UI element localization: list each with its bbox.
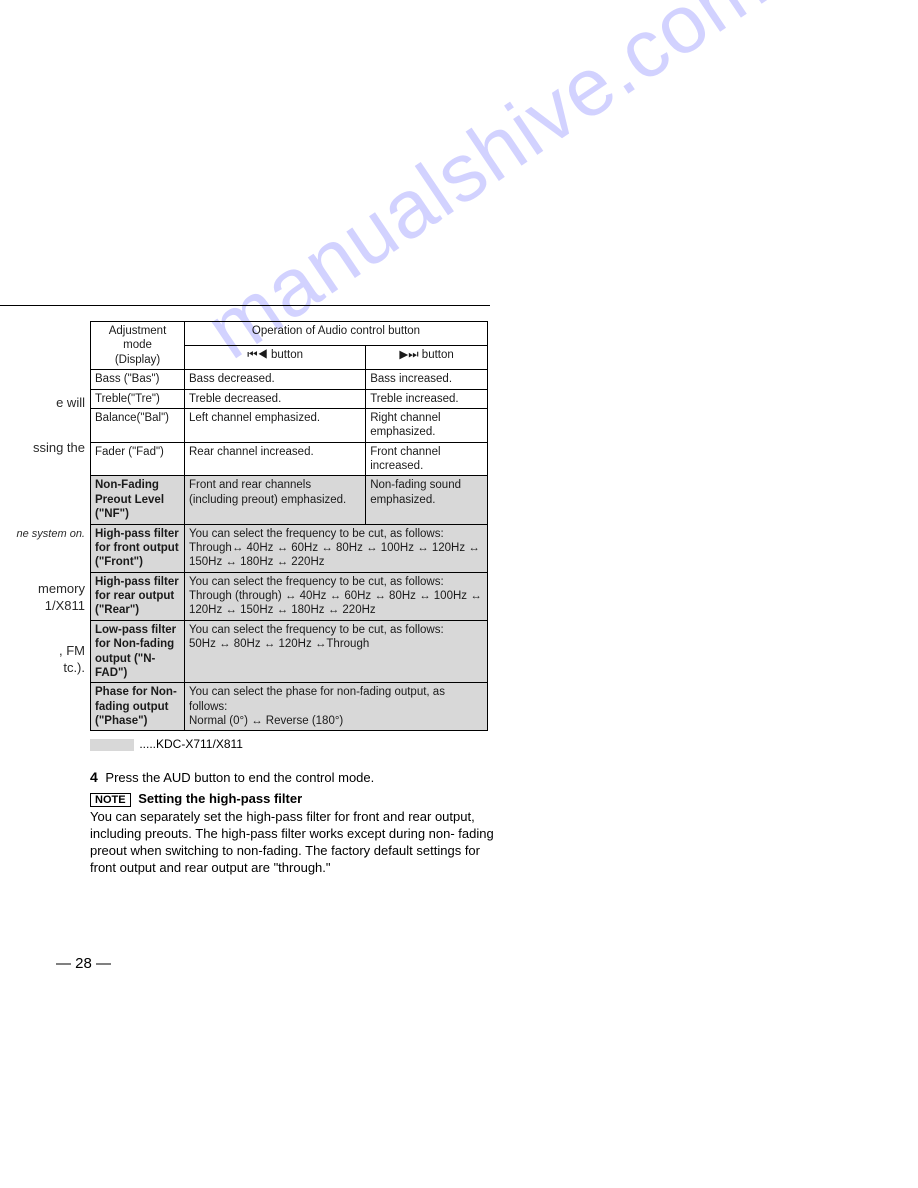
left-fragment: memory 1/X811 xyxy=(0,581,85,615)
cell-mode: Phase for Non-fading output ("Phase") xyxy=(91,683,185,731)
cell-next: Non-fading sound emphasized. xyxy=(366,476,488,524)
cell-description: You can select the frequency to be cut, … xyxy=(185,572,488,620)
cell-prev: Left channel emphasized. xyxy=(185,408,366,442)
table-row: High-pass filter for rear output ("Rear"… xyxy=(91,572,488,620)
table-row: Non-Fading Preout Level ("NF")Front and … xyxy=(91,476,488,524)
cell-mode: Low-pass filter for Non-fading output ("… xyxy=(91,620,185,683)
legend-text: .....KDC-X711/X811 xyxy=(139,737,243,751)
cell-mode: High-pass filter for front output ("Fron… xyxy=(91,524,185,572)
left-cutoff-fragments: e will ssing the ne system on. memory 1/X81… xyxy=(0,305,85,790)
left-fragment: , FM tc.). xyxy=(0,643,85,677)
left-fragment: ne system on. xyxy=(0,527,85,541)
cell-mode: High-pass filter for rear output ("Rear"… xyxy=(91,572,185,620)
table-row: High-pass filter for front output ("Fron… xyxy=(91,524,488,572)
table-row: Balance("Bal")Left channel emphasized.Ri… xyxy=(91,408,488,442)
header-prev-button: ⏮◀ button xyxy=(185,346,366,370)
table-row: Fader ("Fad")Rear channel increased.Fron… xyxy=(91,442,488,476)
cell-prev: Treble decreased. xyxy=(185,389,366,408)
cell-description: You can select the frequency to be cut, … xyxy=(185,524,488,572)
left-fragment: e will xyxy=(0,395,85,412)
step-4: 4 Press the AUD button to end the contro… xyxy=(90,769,490,785)
table-row: Bass ("Bas")Bass decreased.Bass increase… xyxy=(91,370,488,389)
cell-description: You can select the frequency to be cut, … xyxy=(185,620,488,683)
table-row: Treble("Tre")Treble decreased.Treble inc… xyxy=(91,389,488,408)
cell-description: You can select the phase for non-fading … xyxy=(185,683,488,731)
audio-control-table: Adjustment mode (Display) Operation of A… xyxy=(90,321,488,731)
left-fragment: ssing the xyxy=(0,440,85,457)
table-row: Phase for Non-fading output ("Phase")You… xyxy=(91,683,488,731)
cell-mode: Bass ("Bas") xyxy=(91,370,185,389)
note-title: Setting the high-pass filter xyxy=(138,791,302,806)
cell-next: Front channel increased. xyxy=(366,442,488,476)
cell-mode: Fader ("Fad") xyxy=(91,442,185,476)
step-4-number: 4 xyxy=(90,769,98,785)
table-row: Low-pass filter for Non-fading output ("… xyxy=(91,620,488,683)
cell-prev: Bass decreased. xyxy=(185,370,366,389)
step-4-text: Press the AUD button to end the control … xyxy=(105,770,374,785)
cell-mode: Treble("Tre") xyxy=(91,389,185,408)
header-mode-l3: (Display) xyxy=(115,354,160,366)
header-mode-l1: Adjustment xyxy=(109,325,167,337)
main-content: Adjustment mode (Display) Operation of A… xyxy=(90,321,490,877)
legend-swatch xyxy=(90,739,134,751)
cell-prev: Front and rear channels (including preou… xyxy=(185,476,366,524)
note-badge: NOTE xyxy=(90,793,131,807)
note-heading: NOTE Setting the high-pass filter xyxy=(90,791,490,807)
cell-prev: Rear channel increased. xyxy=(185,442,366,476)
note-body: You can separately set the high-pass fil… xyxy=(90,809,500,877)
header-operation: Operation of Audio control button xyxy=(185,322,488,346)
shaded-legend: .....KDC-X711/X811 xyxy=(90,737,490,751)
cell-mode: Balance("Bal") xyxy=(91,408,185,442)
header-adjustment-mode: Adjustment mode (Display) xyxy=(91,322,185,370)
page-number: — 28 — xyxy=(56,955,111,972)
cell-next: Right channel emphasized. xyxy=(366,408,488,442)
cell-next: Treble increased. xyxy=(366,389,488,408)
header-mode-l2: mode xyxy=(123,339,152,351)
header-next-button: ▶⏭ button xyxy=(366,346,488,370)
cell-next: Bass increased. xyxy=(366,370,488,389)
cell-mode: Non-Fading Preout Level ("NF") xyxy=(91,476,185,524)
